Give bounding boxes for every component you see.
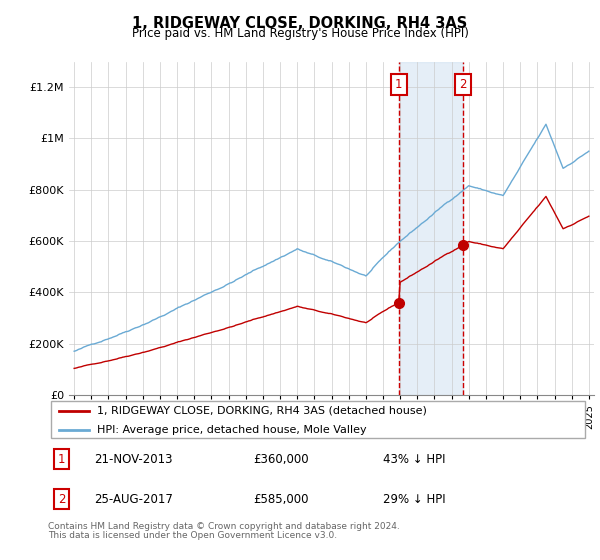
Text: £360,000: £360,000 [253,452,309,465]
FancyBboxPatch shape [50,402,586,437]
Text: 2: 2 [459,78,467,91]
Text: This data is licensed under the Open Government Licence v3.0.: This data is licensed under the Open Gov… [48,531,337,540]
Text: 1, RIDGEWAY CLOSE, DORKING, RH4 3AS: 1, RIDGEWAY CLOSE, DORKING, RH4 3AS [133,16,467,31]
Text: 43% ↓ HPI: 43% ↓ HPI [383,452,445,465]
Text: 1, RIDGEWAY CLOSE, DORKING, RH4 3AS (detached house): 1, RIDGEWAY CLOSE, DORKING, RH4 3AS (det… [97,405,427,416]
Text: 29% ↓ HPI: 29% ↓ HPI [383,493,445,506]
Text: 1: 1 [395,78,403,91]
Text: 21-NOV-2013: 21-NOV-2013 [94,452,172,465]
Text: 2: 2 [58,493,65,506]
Text: Contains HM Land Registry data © Crown copyright and database right 2024.: Contains HM Land Registry data © Crown c… [48,522,400,531]
Bar [398,62,463,395]
Text: HPI: Average price, detached house, Mole Valley: HPI: Average price, detached house, Mole… [97,424,366,435]
Text: £585,000: £585,000 [253,493,309,506]
Text: 1: 1 [58,452,65,465]
Text: Price paid vs. HM Land Registry's House Price Index (HPI): Price paid vs. HM Land Registry's House … [131,27,469,40]
Text: 25-AUG-2017: 25-AUG-2017 [94,493,173,506]
